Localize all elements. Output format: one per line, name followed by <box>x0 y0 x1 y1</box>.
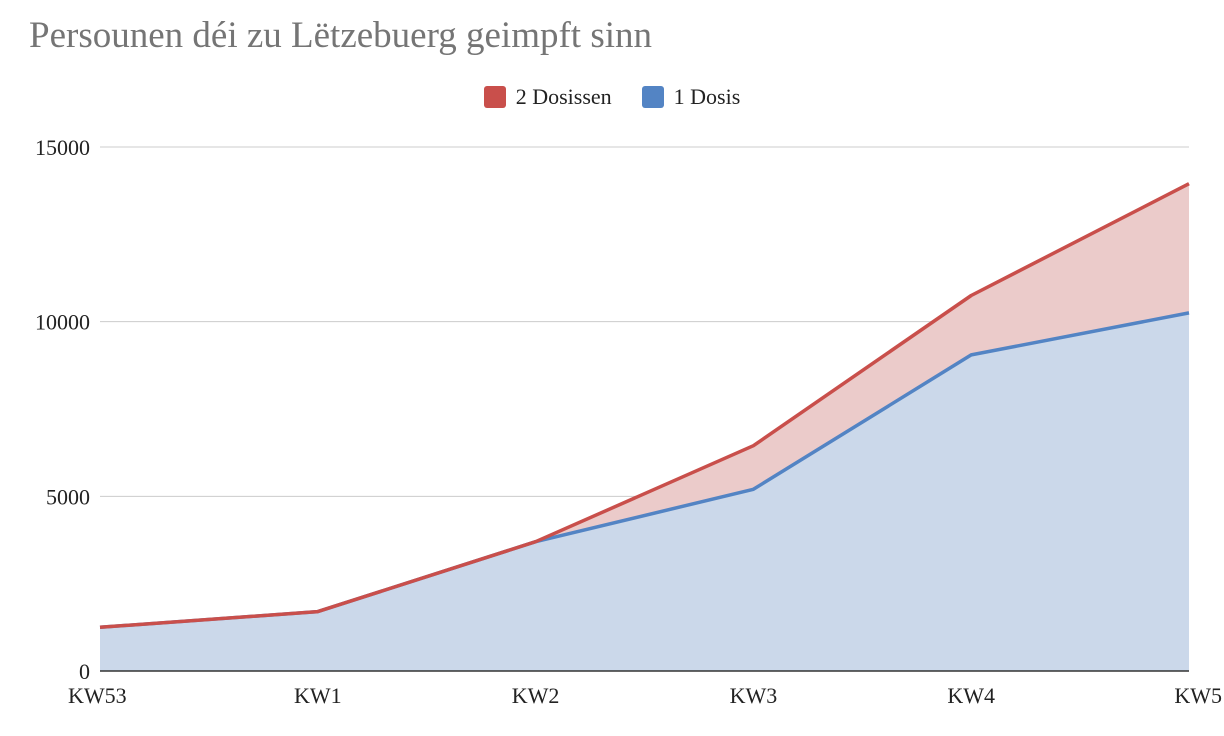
y-tick-label: 10000 <box>35 310 90 335</box>
x-tick-label: KW5 <box>1174 683 1222 708</box>
x-tick-label: KW3 <box>730 683 778 708</box>
chart-title: Persounen déi zu Lëtzebuerg geimpft sinn <box>29 15 653 56</box>
x-tick-label: KW2 <box>512 683 560 708</box>
y-tick-label: 5000 <box>46 484 90 509</box>
x-tick-label: KW1 <box>294 683 342 708</box>
series-line-2-dosissen <box>99 182 1190 630</box>
legend-item-2-dosissen[interactable]: 2 Dosissen <box>483 84 612 110</box>
legend-item-1-dosis[interactable]: 1 Dosis <box>641 84 741 110</box>
legend-swatch-1-dosis <box>641 86 664 108</box>
legend-swatch-2-dosissen <box>483 86 506 108</box>
legend-label-2-dosissen: 2 Dosissen <box>515 84 612 109</box>
x-tick-label: KW4 <box>947 683 995 708</box>
legend: 2 Dosissen 1 Dosis <box>0 84 1224 110</box>
x-tick-label: KW53 <box>68 683 127 708</box>
y-tick-label: 15000 <box>35 135 90 160</box>
legend-label-1-dosis: 1 Dosis <box>673 84 741 109</box>
y-tick-label: 0 <box>79 659 90 684</box>
area-1-dosis <box>100 312 1189 671</box>
